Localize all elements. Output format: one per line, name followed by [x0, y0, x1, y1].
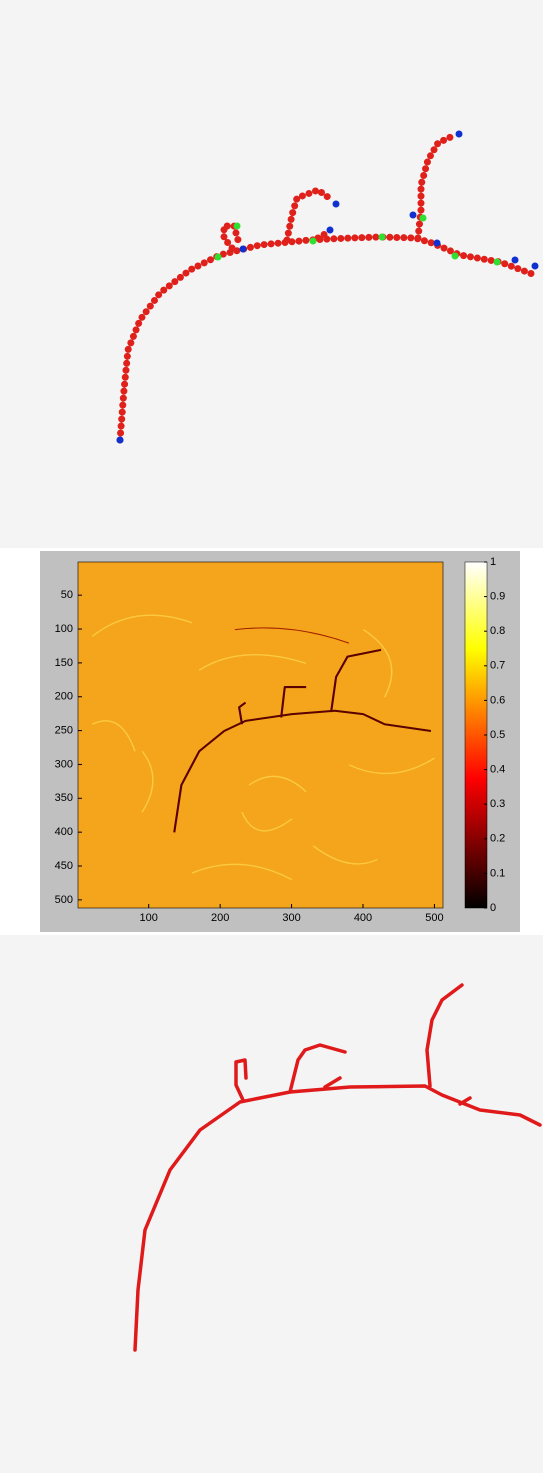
y-tick-label: 500: [55, 894, 73, 906]
colorbar-tick-label: 0.1: [490, 867, 505, 879]
trace-line-panel: [0, 935, 543, 1473]
colorbar-tick-label: 0.6: [490, 694, 505, 706]
y-tick-label: 350: [55, 792, 73, 804]
y-tick-label: 50: [61, 589, 73, 601]
plot-frame: [77, 561, 444, 909]
colorbar-tick-label: 0.2: [490, 833, 505, 845]
y-tick-label: 200: [55, 691, 73, 703]
y-tick-label: 100: [55, 623, 73, 635]
colorbar-tick-label: 0.7: [490, 660, 505, 672]
x-tick-label: 500: [425, 912, 443, 924]
x-tick-label: 100: [140, 912, 158, 924]
colorbar-tick-label: 0: [490, 902, 496, 914]
colorbar-tick-label: 0.4: [490, 764, 505, 776]
y-tick-label: 300: [55, 758, 73, 770]
colorbar-tick-label: 0.3: [490, 798, 505, 810]
axes: 100 200 300 400 500 50 100 150 200 250 300 350 400 45…: [55, 556, 506, 924]
y-tick-label: 400: [55, 826, 73, 838]
heatmap: [78, 562, 443, 908]
y-tick-label: 150: [55, 657, 73, 669]
colorbar-tick-label: 0.5: [490, 729, 505, 741]
colorbar-tick-label: 0.8: [490, 625, 505, 637]
x-tick-label: 300: [282, 912, 300, 924]
colorbar-tick-label: 1: [490, 556, 496, 568]
colorbar-tick-label: 0.9: [490, 591, 505, 603]
x-tick-label: 400: [354, 912, 372, 924]
y-tick-label: 250: [55, 725, 73, 737]
trace-dots-panel: [0, 0, 543, 548]
y-tick-label: 450: [55, 860, 73, 872]
x-tick-label: 200: [211, 912, 229, 924]
colorbar: [464, 561, 488, 909]
